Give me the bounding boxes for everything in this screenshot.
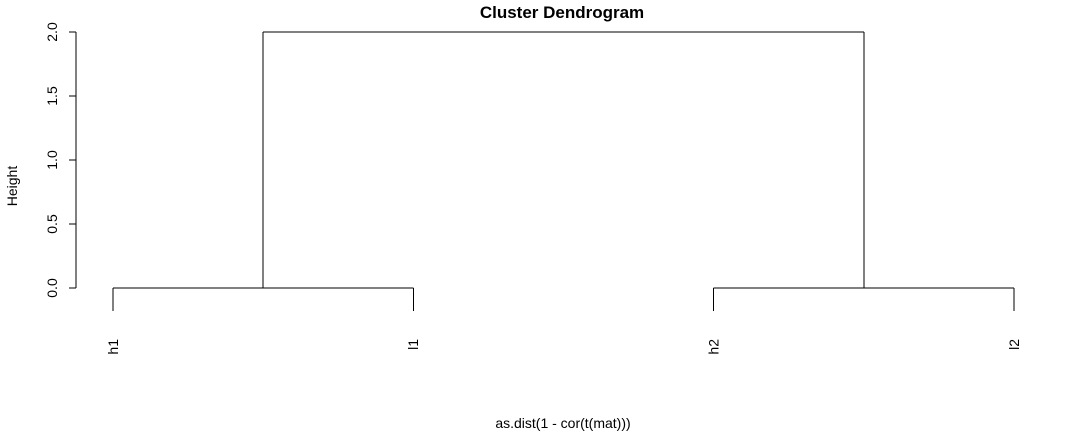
y-axis: 0.0 0.5 1.0 1.5 2.0 — [44, 22, 77, 298]
y-tick-label: 0.0 — [44, 278, 60, 298]
y-tick-label: 2.0 — [44, 22, 60, 42]
leaf-label: l2 — [1006, 339, 1022, 350]
y-tick-label: 1.5 — [44, 86, 60, 106]
leaf-labels: h1 l1 h2 l2 — [105, 339, 1022, 355]
y-axis-label: Height — [4, 166, 20, 207]
y-ticks: 0.0 0.5 1.0 1.5 2.0 — [44, 22, 76, 298]
x-axis-label: as.dist(1 - cor(t(mat))) — [495, 415, 630, 431]
y-tick-label: 0.5 — [44, 214, 60, 234]
leaf-label: l1 — [405, 339, 421, 350]
chart-title: Cluster Dendrogram — [480, 3, 644, 22]
leaf-label: h1 — [105, 339, 121, 355]
y-tick-label: 1.0 — [44, 150, 60, 170]
leaf-label: h2 — [706, 339, 722, 355]
dendrogram-branches — [112, 31, 1015, 311]
